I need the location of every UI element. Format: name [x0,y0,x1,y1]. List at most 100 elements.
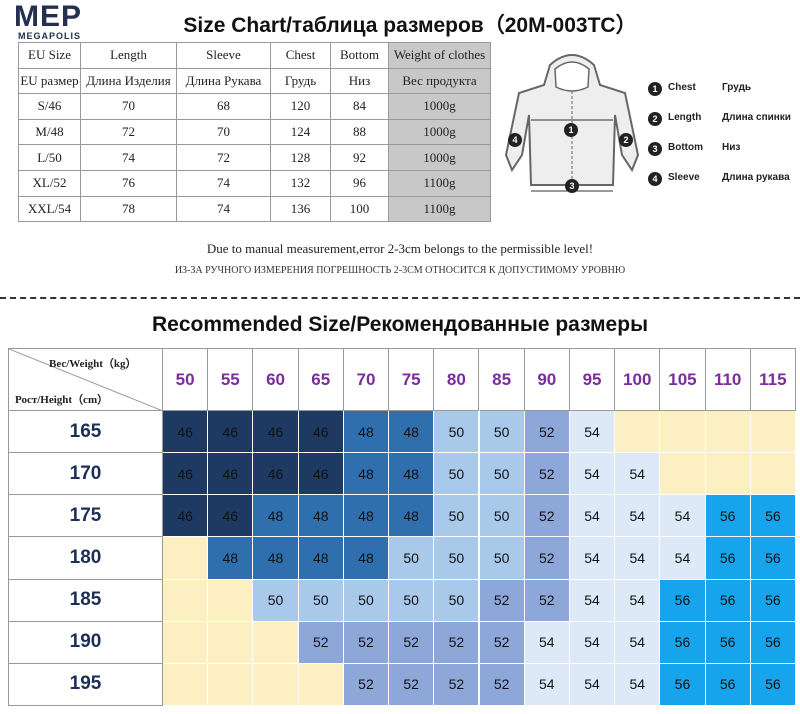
empty-cell [163,621,209,664]
size-cell: 50 [389,537,435,580]
size-cell: 56 [750,537,796,580]
size-cell: 50 [479,495,525,538]
legend-number: 4 [648,172,662,186]
size-grid: Вес/Weight（kg） Рост/Height（cm） 50 55 60 65 70 7… [8,348,796,706]
weight-header: 115 [750,349,796,411]
height-label: Рост/Height（cm） [15,394,109,406]
empty-cell [705,453,751,496]
diagram-marker: 1 [564,123,578,137]
size-cell: 52 [524,537,570,580]
weight-header: 100 [615,349,661,411]
legend-number: 3 [648,142,662,156]
size-cell: 46 [163,495,209,538]
size-cell: 56 [705,663,751,706]
size-cell: 50 [434,537,480,580]
table-cell: 78 [81,196,177,223]
table-cell: M/48 [19,119,81,146]
size-cell: 56 [660,663,706,706]
empty-cell [253,621,299,664]
note-en: Due to manual measurement,error 2-3cm be… [206,241,594,256]
size-cell: 48 [389,453,435,496]
header-ru: Длина Рукава [177,68,271,95]
legend-number: 1 [648,82,662,96]
legend-ru: Грудь [722,82,752,93]
size-cell: 52 [434,621,480,664]
legend-number: 2 [648,112,662,126]
size-cell: 48 [389,411,435,454]
legend-ru: Длина спинки [722,112,791,123]
size-cell: 48 [298,537,344,580]
recommended-title: Recommended Size/Рекомендованные размеры [151,313,648,336]
table-cell: L/50 [19,145,81,171]
size-cell: 52 [389,621,435,664]
weight-header: 75 [389,349,435,411]
weight-header: 80 [434,349,480,411]
height-header: 175 [9,495,163,538]
legend-en: Length [668,112,702,123]
empty-cell [615,411,661,454]
size-cell: 50 [434,453,480,496]
table-cell: 96 [331,171,389,197]
size-cell: 54 [524,621,570,664]
size-cell: 48 [343,411,390,454]
size-cell: 56 [660,579,706,622]
size-cell: 52 [389,663,435,706]
size-cell: 46 [298,411,344,454]
height-header: 195 [9,663,163,706]
table-cell: 74 [177,171,271,197]
table-cell: 84 [331,94,389,120]
table-cell: 76 [81,171,177,197]
table-cell: 124 [271,119,331,146]
table-cell: 70 [81,94,177,120]
height-header: 165 [9,411,163,454]
corner-cell: Вес/Weight（kg） Рост/Height（cm） [9,349,163,411]
size-cell: 54 [569,495,616,538]
size-cell: 52 [524,453,570,496]
size-cell: 48 [208,537,254,580]
weight-header: 70 [343,349,390,411]
table-cell: 100 [331,196,389,223]
size-cell: 54 [569,621,616,664]
table-cell: 74 [177,196,271,223]
size-cell: 46 [208,495,254,538]
table-cell: 1000g [389,119,491,146]
weight-header: 60 [253,349,299,411]
header-en: Sleeve [177,43,271,69]
empty-cell [705,411,751,454]
height-header: 180 [9,537,163,580]
header-ru: Длина Изделия [81,68,177,95]
size-cell: 52 [524,495,570,538]
size-cell: 54 [615,495,661,538]
table-cell: 1000g [389,145,491,171]
empty-cell [253,663,299,706]
size-cell: 50 [479,537,525,580]
table-cell: 1000g [389,94,491,120]
size-cell: 56 [705,621,751,664]
size-cell: 50 [479,453,525,496]
legend-en: Sleeve [668,172,700,183]
size-cell: 50 [298,579,344,622]
size-cell: 56 [750,663,796,706]
empty-cell [163,579,209,622]
size-cell: 56 [750,621,796,664]
size-cell: 50 [253,579,299,622]
table-cell: 74 [81,145,177,171]
size-cell: 56 [705,495,751,538]
height-header: 170 [9,453,163,496]
size-cell: 52 [479,621,525,664]
table-cell: 72 [81,119,177,146]
size-cell: 50 [479,411,525,454]
note-ru: ИЗ-ЗА РУЧНОГО ИЗМЕРЕНИЯ ПОГРЕШНОСТЬ 2-3С… [174,265,626,276]
empty-cell [298,663,344,706]
empty-cell [660,411,706,454]
table-cell: 1100g [389,171,491,197]
size-cell: 52 [298,621,344,664]
table-cell: 128 [271,145,331,171]
size-cell: 54 [660,537,706,580]
diagram-marker: 4 [508,133,522,147]
size-cell: 52 [343,663,390,706]
empty-cell [660,453,706,496]
empty-cell [163,537,209,580]
header-en: EU Size [19,43,81,69]
